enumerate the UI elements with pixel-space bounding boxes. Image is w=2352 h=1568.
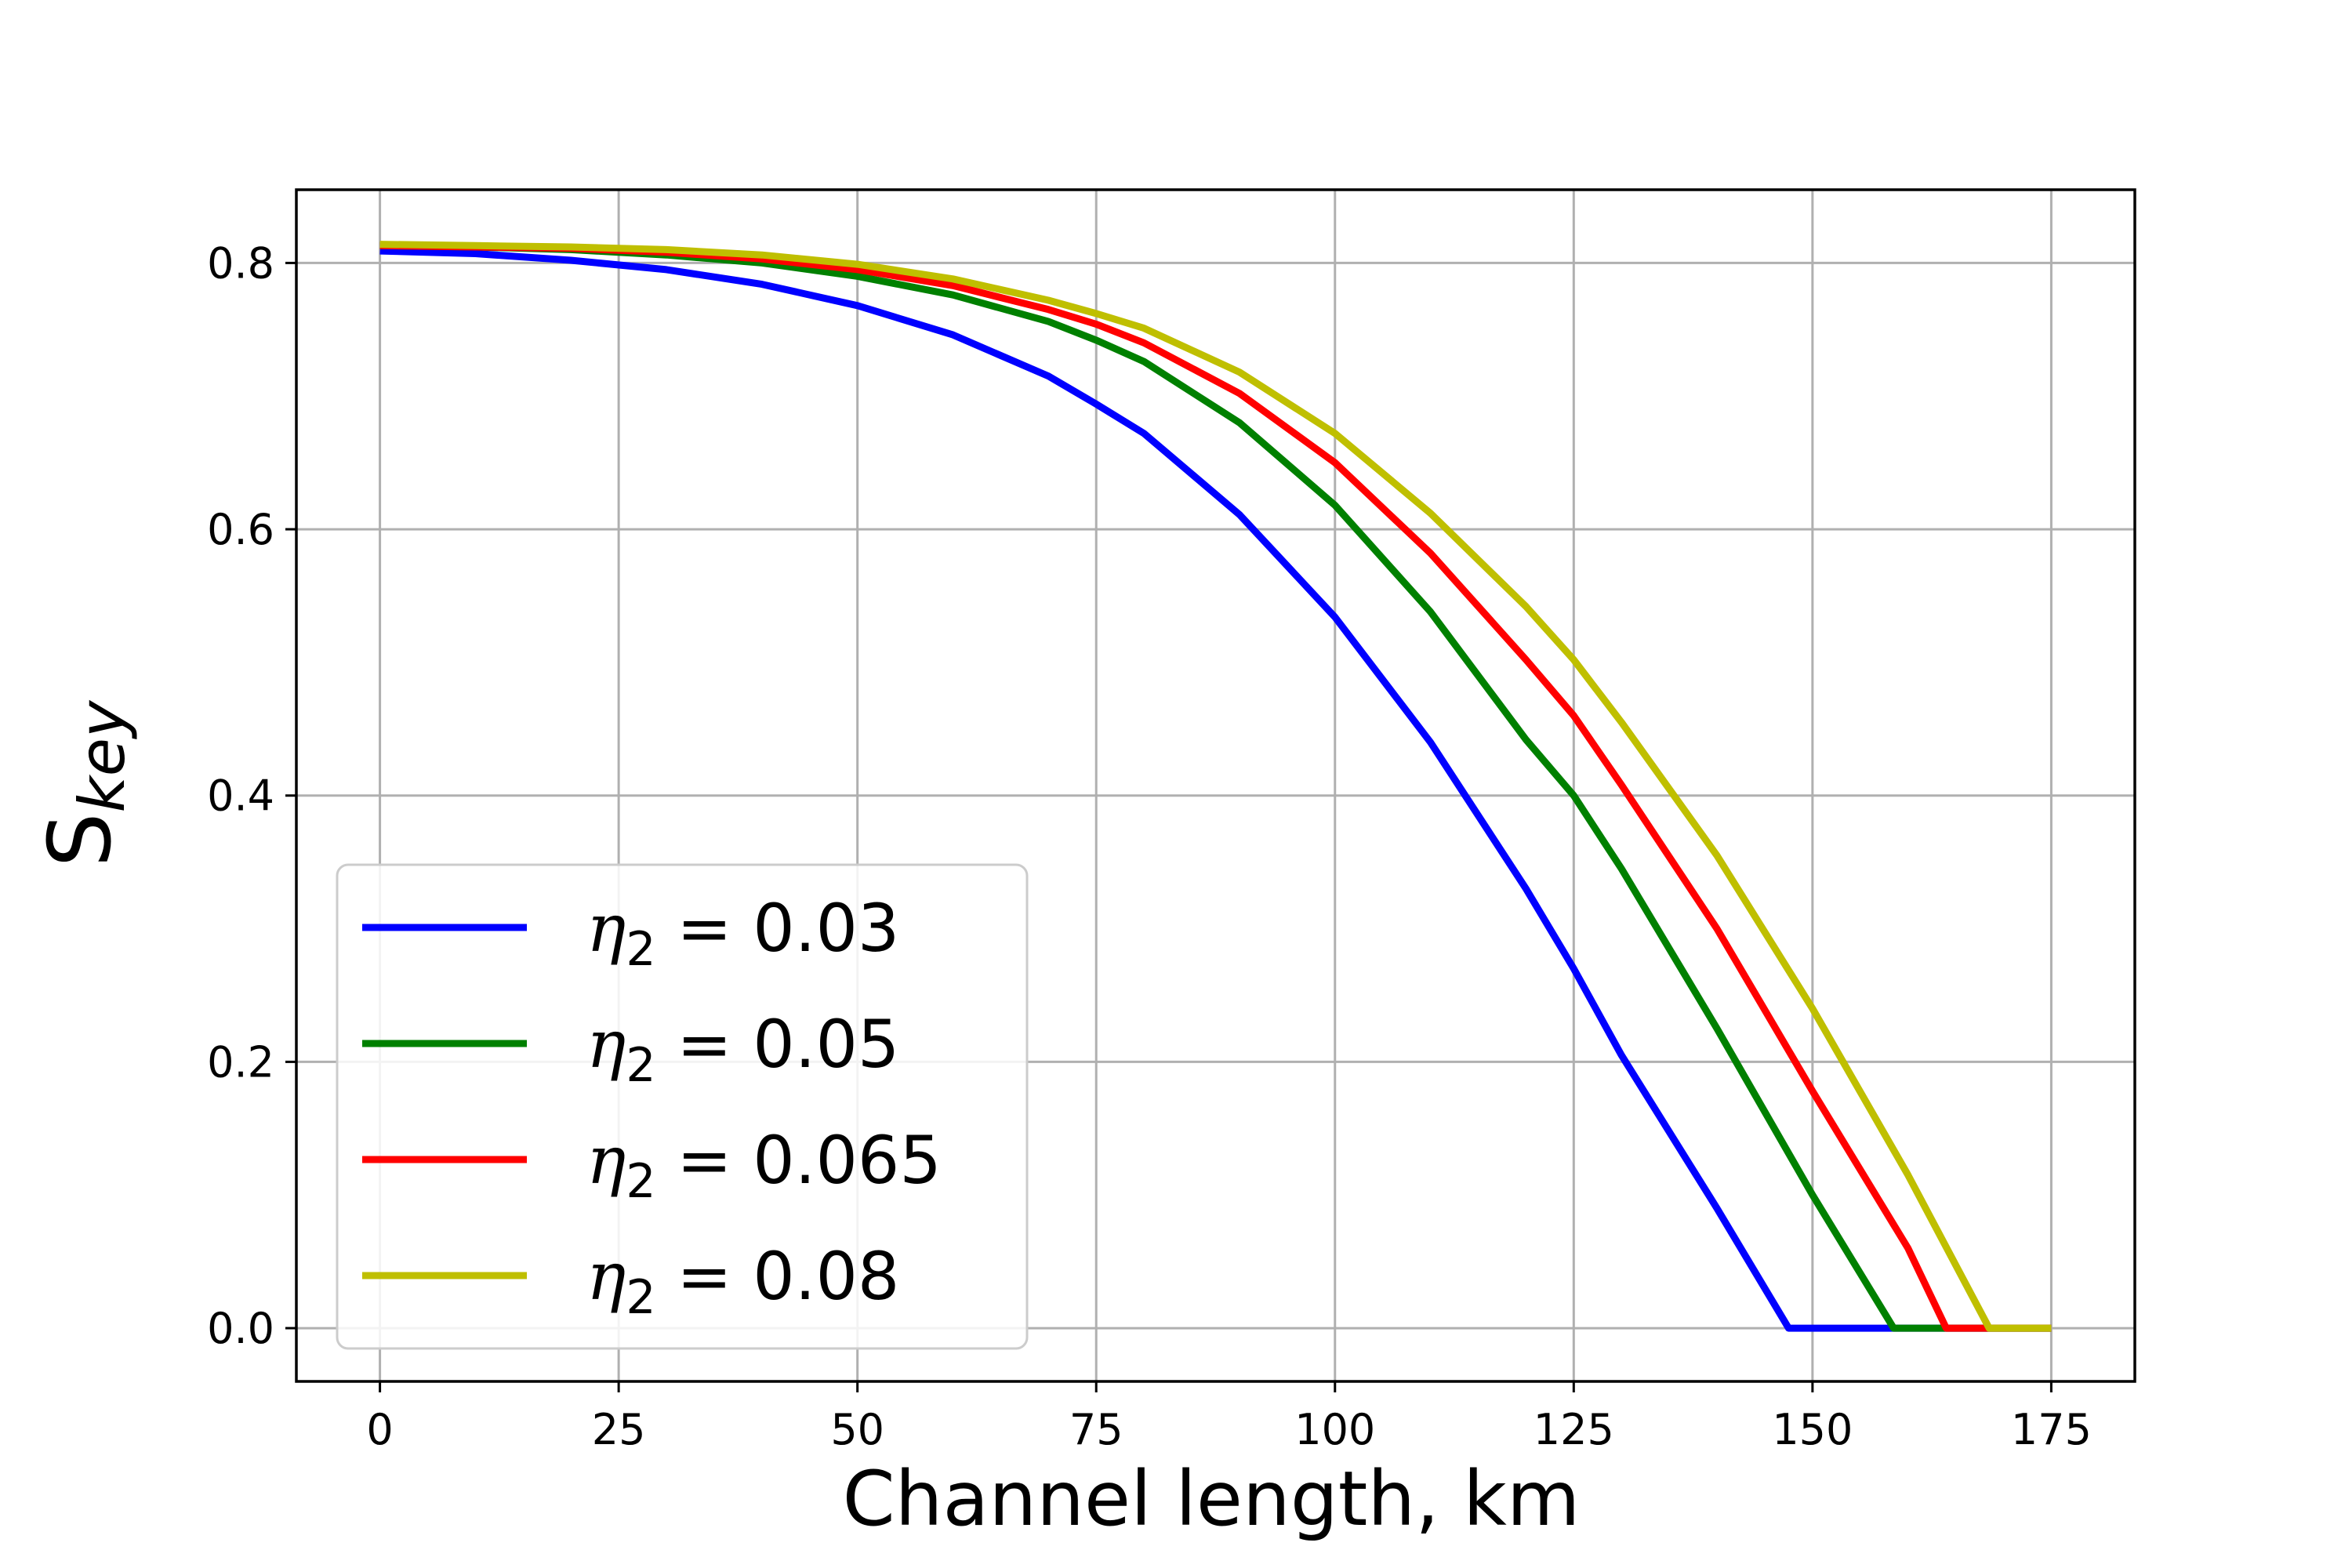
y-axis-label: Skey — [30, 699, 139, 867]
x-tick-label: 50 — [830, 1405, 884, 1454]
series-layer — [379, 241, 2052, 1332]
x-tick-label: 100 — [1294, 1405, 1375, 1454]
legend: η2 = 0.03 η2 = 0.05 η2 = 0.065 η2 = 0.08 — [336, 863, 1029, 1350]
x-tick-label: 25 — [592, 1405, 646, 1454]
y-tick-label: 0.8 — [207, 238, 274, 288]
y-tick-label: 0.2 — [207, 1037, 274, 1087]
series-line-0.08 — [379, 241, 2052, 1332]
ticks: 0 25 50 75 100 125 150 175 0.0 0.2 0.4 0.6 0.8 — [207, 238, 2092, 1454]
x-tick-label: 175 — [2011, 1405, 2092, 1454]
y-tick-label: 0.0 — [207, 1304, 274, 1353]
x-axis-label: Channel length, km — [843, 1455, 1581, 1543]
plot-frame — [295, 188, 2136, 1383]
legend-label-0.08: η2 = 0.08 — [586, 1238, 899, 1325]
y-tick-label: 0.4 — [207, 771, 274, 821]
x-tick-label: 150 — [1772, 1405, 1853, 1454]
legend-label-0.03: η2 = 0.03 — [586, 890, 899, 977]
y-axis-label-sub: key — [66, 699, 139, 813]
legend-label-0.05: η2 = 0.05 — [586, 1006, 899, 1093]
x-tick-label: 0 — [366, 1405, 393, 1454]
x-tick-label: 125 — [1534, 1405, 1614, 1454]
legend-label-0.065: η2 = 0.065 — [586, 1122, 942, 1209]
x-tick-label: 75 — [1069, 1405, 1123, 1454]
y-tick-label: 0.6 — [207, 505, 274, 554]
legend-box — [336, 863, 1029, 1350]
y-axis-label-main: S — [30, 813, 130, 868]
series-line-0.03 — [379, 247, 2052, 1332]
